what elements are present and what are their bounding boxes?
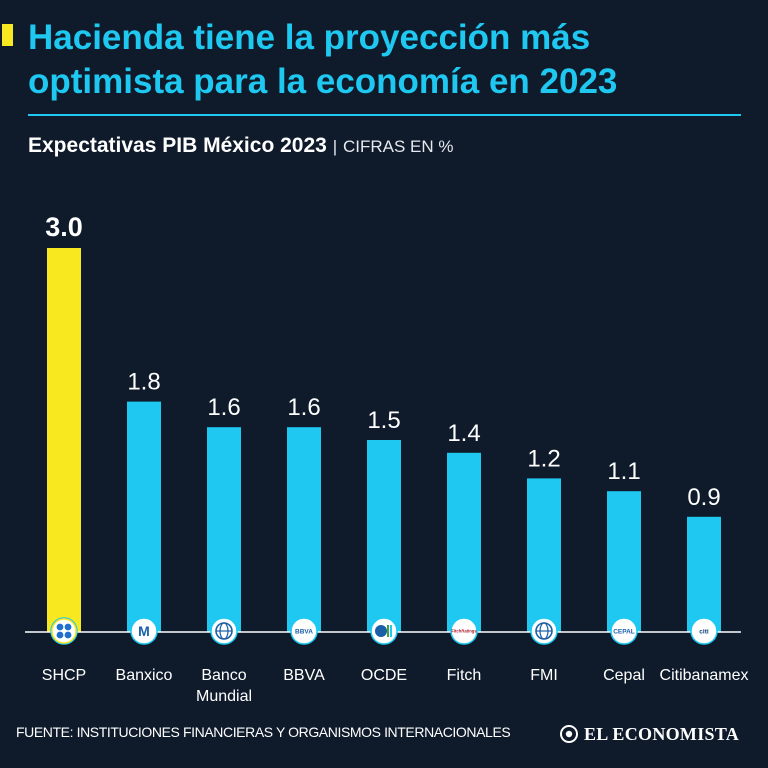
value-label: 1.1: [607, 458, 640, 485]
cepal-logo: CEPAL: [610, 617, 638, 645]
banxico-logo: M: [130, 617, 158, 645]
labels-layer: 3.0 SHCP 1.8 Banxico 1.6 Banco Mundial 1.6 BBVA 1…: [42, 212, 749, 705]
chart-subtitle: Expectativas PIB México 2023 | CIFRAS EN…: [28, 134, 453, 158]
category-label: Banco: [201, 667, 246, 684]
bar-banco-mundial: [207, 427, 241, 632]
value-label: 1.6: [207, 394, 240, 421]
page-title: Hacienda tiene la proyección más optimis…: [28, 18, 618, 101]
value-label: 1.5: [367, 407, 400, 434]
category-label: SHCP: [42, 667, 86, 684]
fmi-logo: [530, 617, 558, 645]
brand-logo: EL ECONOMISTA: [560, 722, 739, 746]
category-label: Mundial: [196, 688, 252, 705]
value-label: 0.9: [687, 484, 720, 511]
category-label: BBVA: [283, 667, 325, 684]
ocde-logo: [370, 617, 398, 645]
category-label: OCDE: [361, 667, 407, 684]
banco-mundial-logo: [210, 617, 238, 645]
brand-name: EL ECONOMISTA: [584, 723, 740, 744]
category-label: Fitch: [447, 667, 482, 684]
fitch-logo: FitchRatings: [450, 617, 478, 645]
bar-banxico: [127, 401, 161, 632]
bbva-logo: BBVA: [290, 617, 318, 645]
svg-text:CEPAL: CEPAL: [613, 628, 635, 635]
svg-text:FitchRatings: FitchRatings: [451, 629, 477, 634]
shcp-logo: [50, 617, 78, 645]
value-label: 1.6: [287, 394, 320, 421]
value-label: 1.4: [447, 420, 480, 447]
citibanamex-logo: citi: [690, 617, 718, 645]
bars-layer: [47, 248, 721, 632]
bar-ocde: [367, 440, 401, 632]
bar-bbva: [287, 427, 321, 632]
category-label: Citibanamex: [660, 667, 749, 684]
bar-fmi: [527, 478, 561, 632]
svg-text:BBVA: BBVA: [295, 628, 313, 635]
brand-icon: [560, 725, 578, 743]
value-label: 1.8: [127, 369, 160, 396]
title-divider: [28, 114, 741, 116]
subtitle-text: Expectativas PIB México 2023: [28, 134, 327, 157]
bar-fitch: [447, 452, 481, 632]
category-label: FMI: [530, 667, 558, 684]
bar-shcp: [47, 248, 81, 632]
source-note: FUENTE: INSTITUCIONES FINANCIERAS Y ORGA…: [16, 724, 511, 740]
svg-text:M: M: [138, 623, 150, 639]
category-label: Cepal: [603, 667, 645, 684]
category-label: Banxico: [116, 667, 173, 684]
units-label: CIFRAS EN %: [342, 137, 454, 156]
logos-layer: M BBVA FitchRatings CEPAL citi: [50, 617, 718, 645]
bar-cepal: [607, 491, 641, 632]
accent-mark: [2, 24, 13, 46]
subtitle-separator: |: [332, 137, 338, 156]
value-label: 3.0: [45, 212, 83, 242]
value-label: 1.2: [527, 445, 560, 472]
svg-text:citi: citi: [699, 628, 709, 635]
bar-citibanamex: [687, 516, 721, 632]
